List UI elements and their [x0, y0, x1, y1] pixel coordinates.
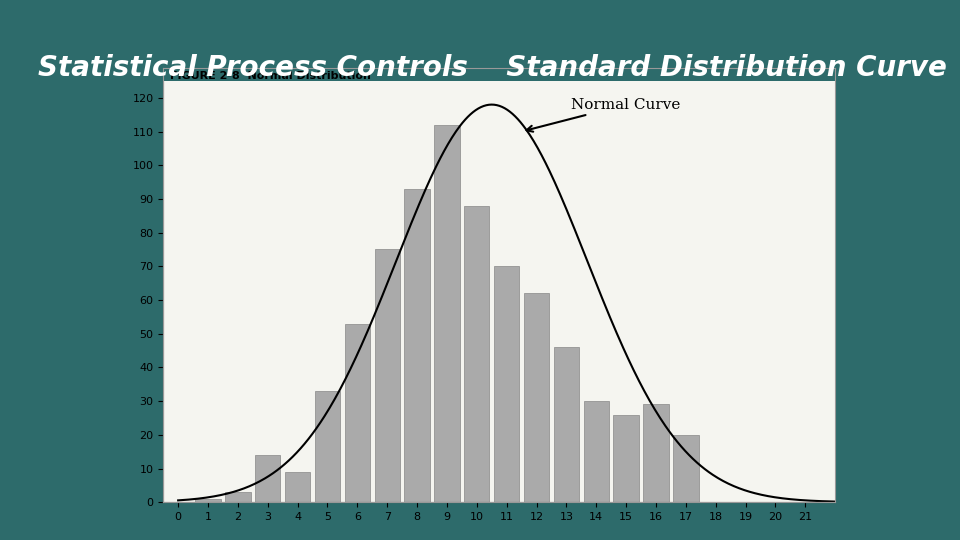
Text: Statistical Process Controls    Standard Distribution Curve: Statistical Process Controls Standard Di…: [38, 54, 948, 82]
Bar: [255, 455, 280, 502]
Bar: [345, 323, 370, 502]
Bar: [374, 249, 400, 502]
Bar: [226, 492, 251, 502]
Text: FIGURE 2-8  Normal Distribution: FIGURE 2-8 Normal Distribution: [170, 71, 371, 80]
Text: Normal Curve: Normal Curve: [526, 98, 681, 132]
Bar: [554, 347, 579, 502]
Bar: [524, 293, 549, 502]
Bar: [673, 435, 699, 502]
Bar: [643, 404, 669, 502]
Bar: [285, 472, 310, 502]
Bar: [195, 499, 221, 502]
Bar: [464, 206, 490, 502]
Bar: [404, 189, 430, 502]
Bar: [315, 391, 340, 502]
Bar: [584, 401, 609, 502]
Bar: [434, 125, 460, 502]
Bar: [494, 266, 519, 502]
Bar: [613, 415, 638, 502]
